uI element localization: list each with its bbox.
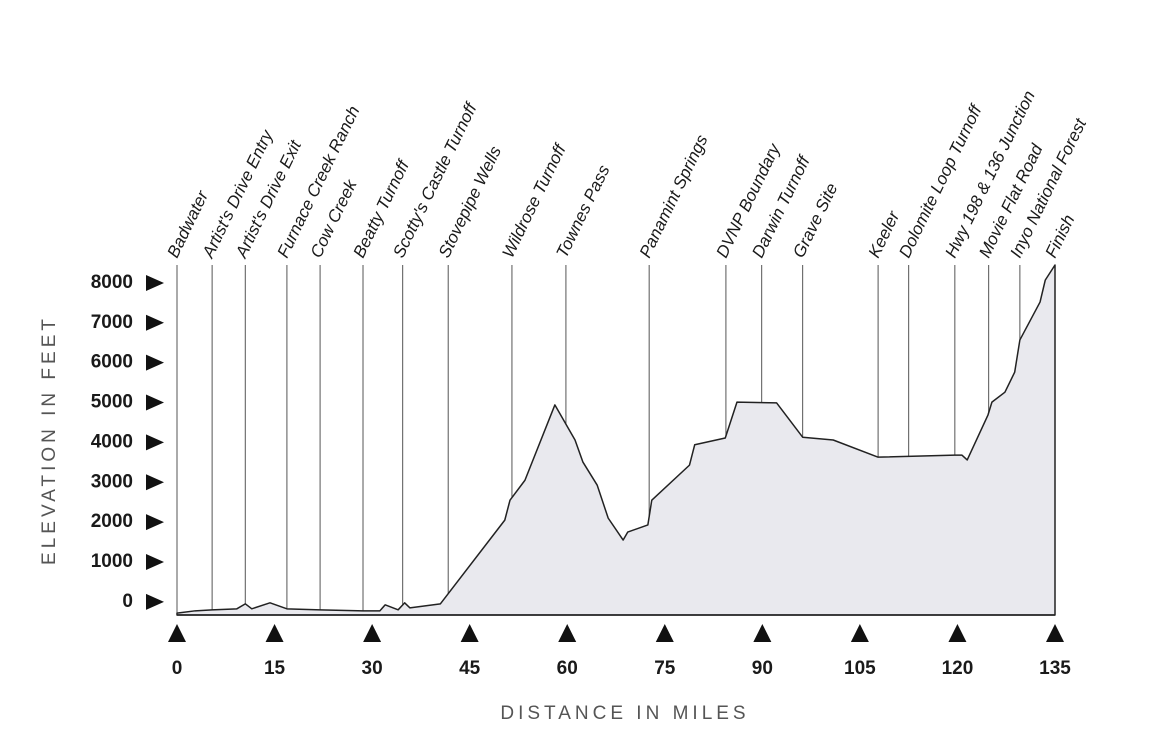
y-tick-marker [146,514,164,531]
y-axis-label: ELEVATION IN FEET [39,315,60,565]
y-tick-label: 7000 [91,312,133,333]
y-tick-marker [146,474,164,491]
y-tick-label: 8000 [91,272,133,293]
x-tick-label: 15 [264,658,286,679]
y-tick-marker [146,314,164,331]
y-tick-label: 2000 [91,511,133,532]
x-tick-label: 60 [557,658,578,679]
y-tick-marker [146,434,164,451]
x-tick-label: 0 [172,658,183,679]
x-axis-label: DISTANCE IN MILES [500,703,749,724]
landmark-label: Dolomite Loop Turnoff [895,100,986,260]
x-tick-label: 45 [459,658,481,679]
x-tick-marker [168,624,186,642]
x-tick-marker [265,624,284,642]
y-tick-label: 4000 [91,431,133,452]
elevation-area [176,264,1056,616]
y-tick-marker [146,354,164,371]
y-tick-marker [146,394,164,411]
landmark-label: Townes Pass [552,162,613,261]
x-tick-label: 135 [1039,658,1071,679]
y-tick-label: 3000 [91,471,133,492]
y-tick-label: 6000 [91,352,133,373]
landmark-label: Panamint Springs [636,131,712,260]
x-tick-marker [460,624,479,642]
x-tick-label: 120 [942,658,974,679]
landmark-label: Finish [1042,212,1079,261]
y-tick-label: 1000 [91,551,133,572]
y-tick-marker [146,274,164,291]
x-tick-label: 105 [844,658,876,679]
x-tick-marker [655,624,674,642]
y-tick-label: 5000 [91,392,133,413]
x-tick-marker [558,624,577,642]
x-tick-marker [850,624,869,642]
x-tick-marker [363,624,382,642]
x-tick-marker [753,624,772,642]
y-tick-marker [146,593,164,610]
x-tick-marker [1046,624,1064,642]
x-tick-label: 30 [362,658,383,679]
x-tick-label: 90 [752,658,773,679]
x-tick-marker [948,624,967,642]
x-tick-label: 75 [654,658,676,679]
y-tick-label: 0 [122,591,133,612]
y-tick-marker [146,553,164,570]
